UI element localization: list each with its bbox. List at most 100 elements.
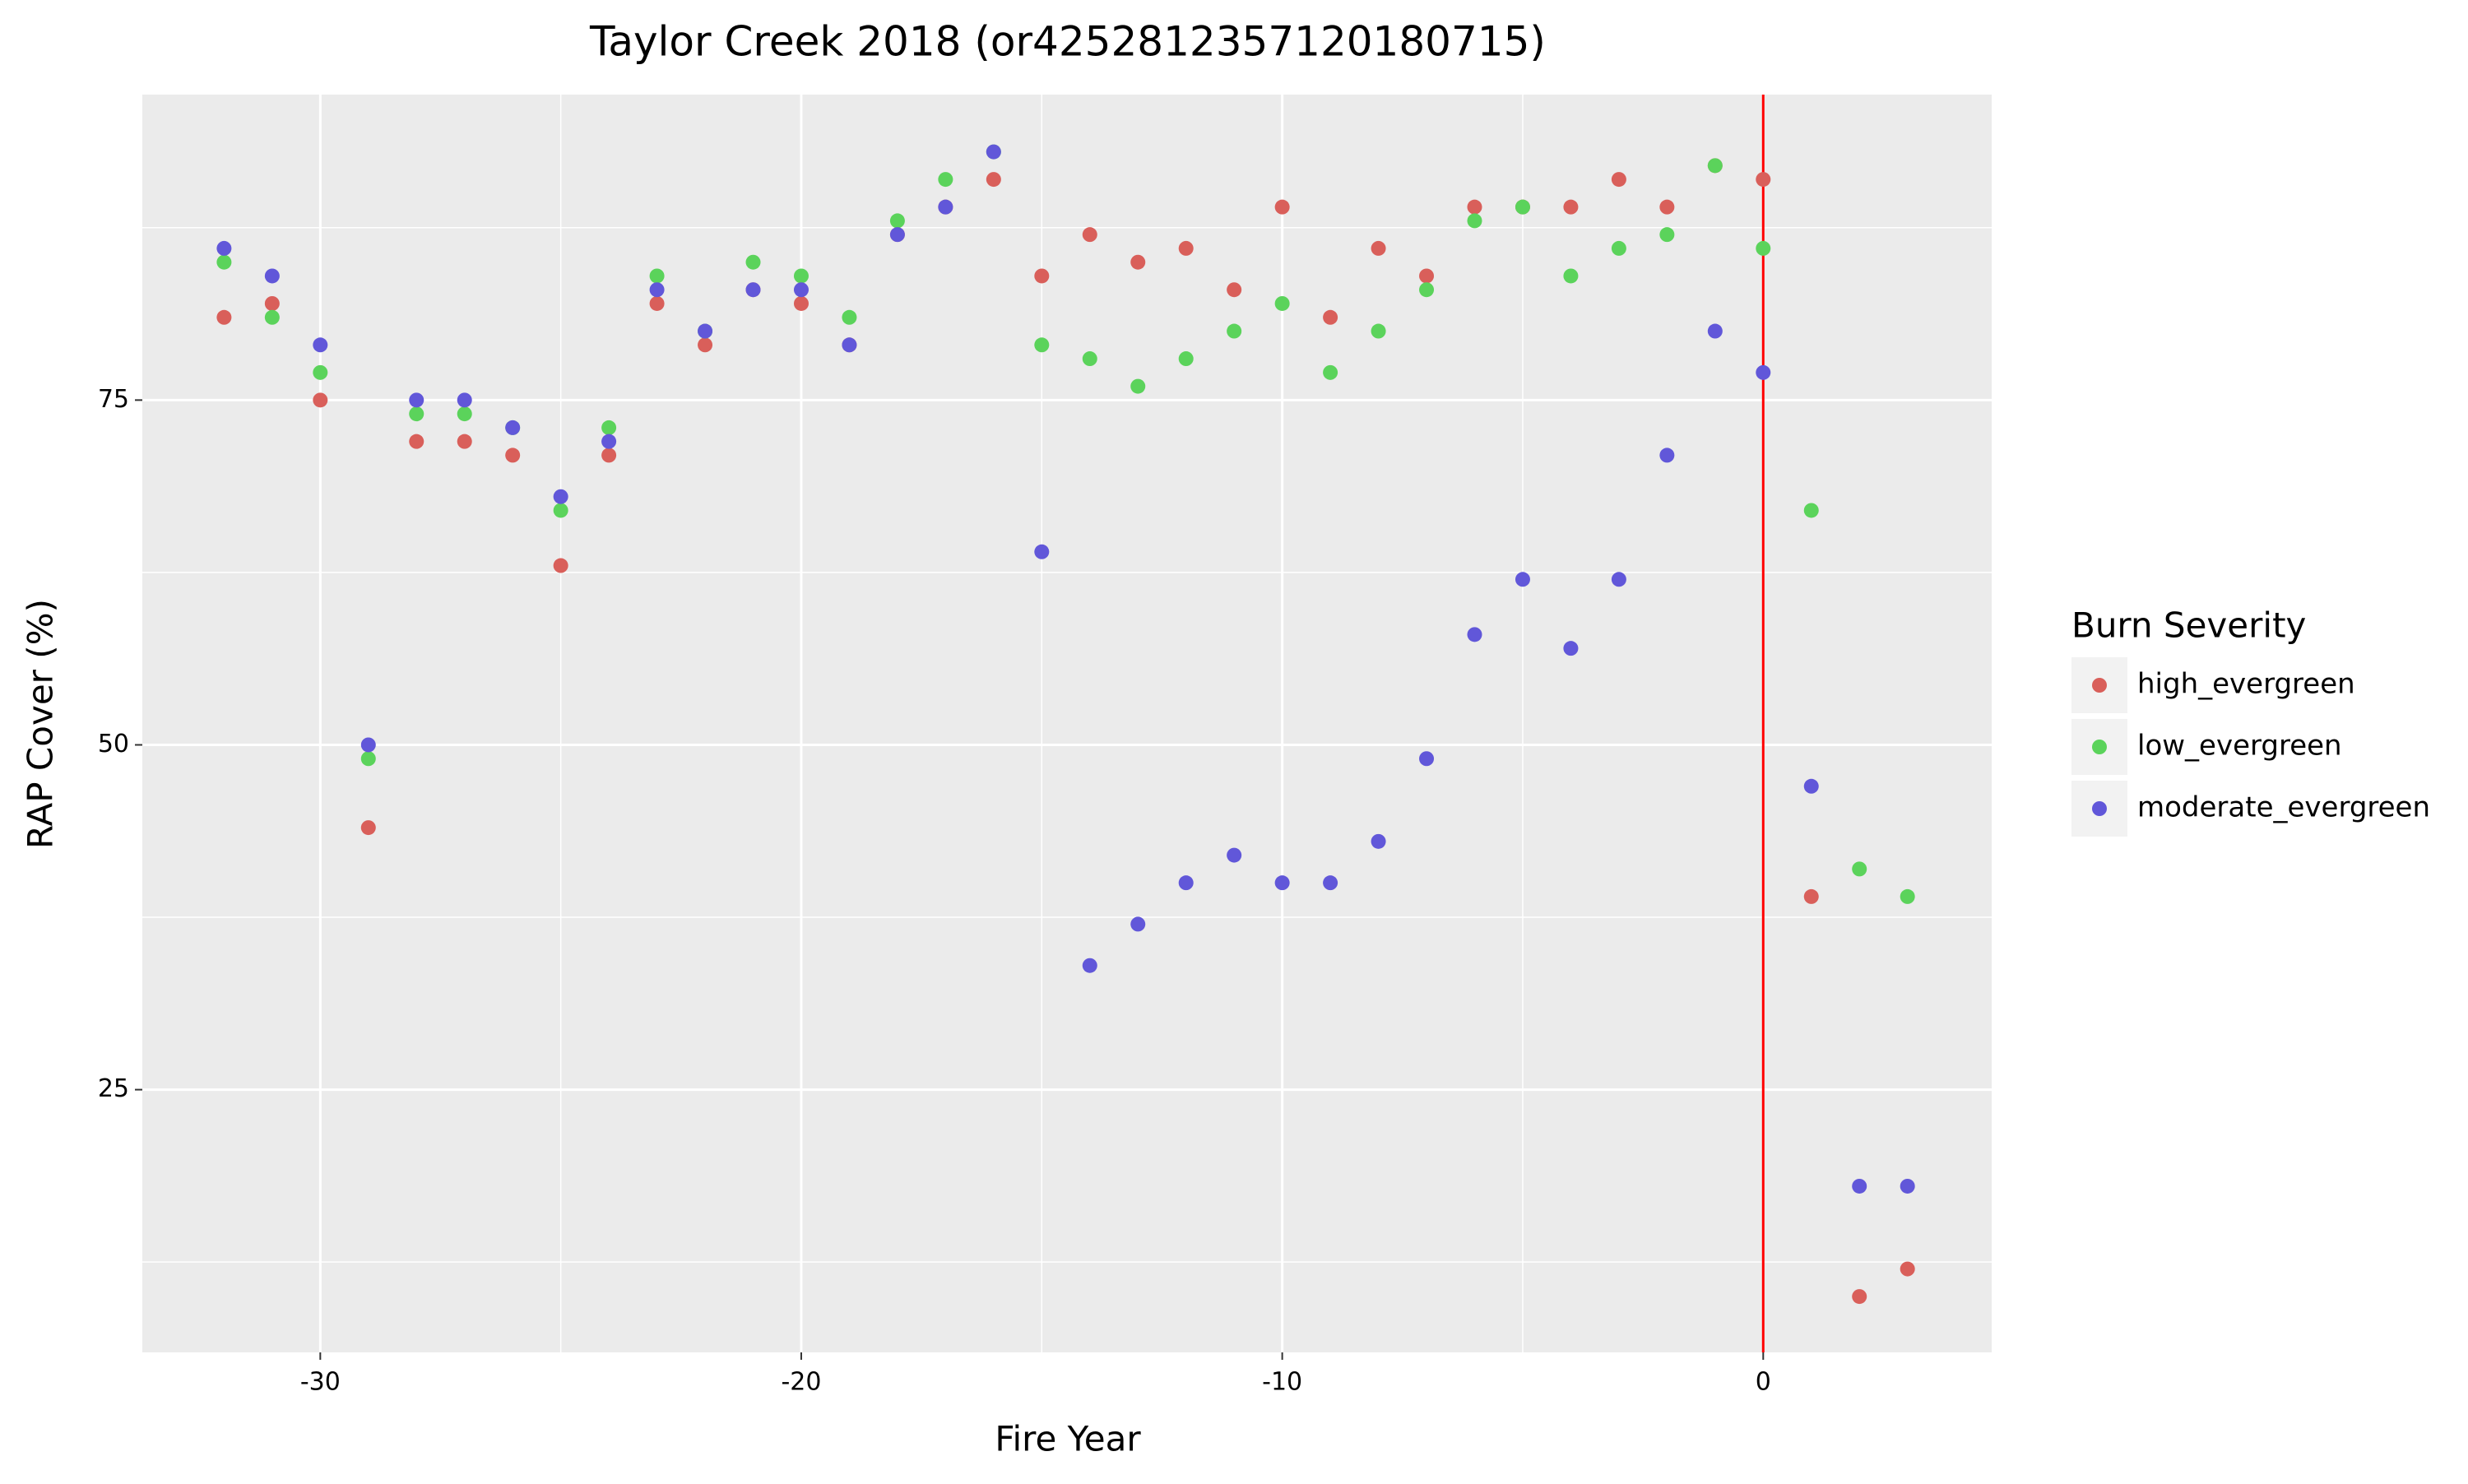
point	[1707, 158, 1723, 174]
point	[1900, 888, 1915, 904]
legend-label: high_evergreen	[2137, 668, 2355, 701]
point	[553, 489, 568, 504]
point	[264, 295, 280, 311]
point	[1227, 847, 1242, 863]
point	[986, 144, 1001, 160]
point	[553, 503, 568, 518]
point	[1611, 572, 1626, 587]
point	[793, 295, 809, 311]
point	[1611, 240, 1626, 256]
point	[1467, 213, 1482, 229]
point	[1659, 448, 1675, 463]
point	[938, 172, 953, 188]
point	[1130, 254, 1146, 270]
panel	[142, 95, 1992, 1352]
point	[1227, 282, 1242, 298]
point	[216, 309, 232, 325]
point	[1082, 227, 1097, 243]
point	[1323, 364, 1338, 380]
point	[649, 268, 665, 284]
legend-title: Burn Severity	[2071, 605, 2306, 646]
point	[313, 337, 328, 353]
point	[1659, 199, 1675, 215]
chart-title: Taylor Creek 2018 (or4252812357120180715…	[589, 18, 1546, 66]
point	[457, 434, 472, 449]
point	[745, 254, 761, 270]
point	[1178, 875, 1194, 891]
point	[1419, 751, 1435, 767]
point	[216, 254, 232, 270]
point	[553, 558, 568, 573]
point	[1756, 364, 1771, 380]
point	[1659, 227, 1675, 243]
point	[1274, 295, 1290, 311]
point	[793, 282, 809, 298]
point	[1130, 916, 1146, 932]
point	[1563, 268, 1579, 284]
x-tick-label: 0	[1756, 1368, 1771, 1397]
y-axis-label: RAP Cover (%)	[21, 599, 61, 849]
point	[1130, 378, 1146, 394]
point	[216, 240, 232, 256]
point	[1756, 172, 1771, 188]
point	[1467, 627, 1482, 642]
point	[360, 820, 376, 836]
point	[1034, 337, 1050, 353]
point	[313, 364, 328, 380]
point	[601, 420, 617, 435]
point	[1371, 240, 1386, 256]
point	[698, 337, 713, 353]
point	[1852, 1289, 1867, 1305]
point	[1034, 544, 1050, 559]
point	[649, 282, 665, 298]
point	[1467, 199, 1482, 215]
point	[889, 227, 905, 243]
point	[409, 434, 424, 449]
point	[360, 751, 376, 767]
legend-label: moderate_evergreen	[2137, 791, 2430, 824]
point	[1756, 240, 1771, 256]
point	[505, 448, 521, 463]
point	[1803, 778, 1819, 794]
point	[313, 392, 328, 408]
point	[601, 448, 617, 463]
point	[1274, 199, 1290, 215]
point	[1371, 323, 1386, 339]
y-tick-label: 25	[98, 1074, 129, 1103]
x-tick-label: -30	[300, 1368, 341, 1397]
point	[745, 282, 761, 298]
legend-marker	[2092, 801, 2107, 816]
point	[1082, 351, 1097, 367]
point	[986, 172, 1001, 188]
point	[1227, 323, 1242, 339]
legend-marker	[2092, 678, 2107, 693]
point	[409, 392, 424, 408]
point	[264, 309, 280, 325]
point	[1900, 1261, 1915, 1277]
point	[938, 199, 953, 215]
y-tick-label: 75	[98, 385, 129, 414]
point	[889, 213, 905, 229]
point	[1515, 199, 1530, 215]
x-tick-label: -20	[781, 1368, 821, 1397]
point	[649, 295, 665, 311]
point	[1563, 199, 1579, 215]
point	[1563, 641, 1579, 656]
point	[1323, 875, 1338, 891]
point	[601, 434, 617, 449]
point	[1419, 282, 1435, 298]
point	[457, 406, 472, 422]
point	[264, 268, 280, 284]
point	[1515, 572, 1530, 587]
point	[1082, 958, 1097, 973]
point	[457, 392, 472, 408]
point	[1803, 503, 1819, 518]
point	[793, 268, 809, 284]
point	[698, 323, 713, 339]
point	[1034, 268, 1050, 284]
point	[1178, 240, 1194, 256]
point	[1419, 268, 1435, 284]
legend-marker	[2092, 740, 2107, 754]
